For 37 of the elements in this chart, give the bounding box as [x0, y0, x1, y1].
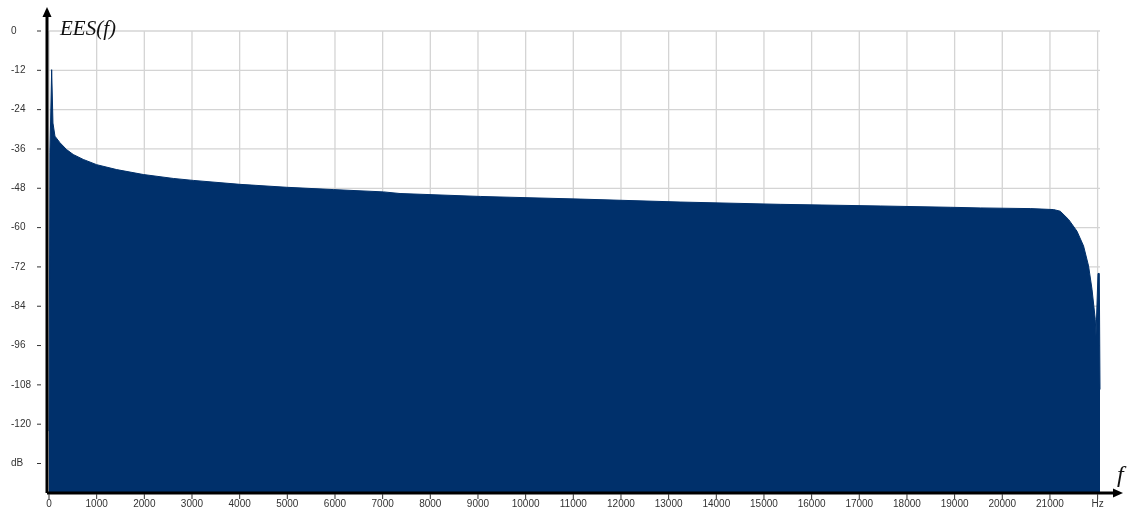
x-tick-label: 9000: [466, 497, 490, 509]
y-tick-label: -60: [11, 221, 26, 233]
x-tick-label: 4000: [228, 497, 252, 509]
x-tick-label: 15000: [750, 497, 779, 509]
x-tick-label: 2000: [133, 497, 156, 509]
y-tick-label: -24: [11, 103, 26, 115]
y-tick-label: -72: [11, 260, 26, 272]
x-tick-label: 17000: [845, 497, 874, 509]
y-tick-label: dB: [11, 457, 24, 469]
x-tick-label: 10000: [511, 497, 540, 509]
x-tick-label: 14000: [702, 497, 731, 509]
x-tick-label: 6000: [323, 497, 347, 509]
y-tick-label: -120: [11, 417, 32, 429]
x-tick-label: 18000: [893, 497, 922, 509]
x-tick-label: 11000: [559, 497, 588, 509]
y-axis-title: EES(f): [59, 16, 116, 40]
x-tick-label: 13000: [654, 497, 683, 509]
y-tick-label: -96: [11, 339, 26, 351]
y-tick-label: -48: [11, 181, 26, 193]
x-tick-label: 3000: [180, 497, 204, 509]
x-tick-label: 1000: [85, 497, 109, 509]
y-tick-label: 0: [11, 24, 17, 36]
x-tick-label: 8000: [419, 497, 442, 509]
x-axis-title: f: [1117, 461, 1127, 487]
x-tick-label: 19000: [940, 497, 969, 509]
x-tick-label: Hz: [1091, 497, 1104, 509]
y-tick-label: -36: [11, 142, 26, 154]
x-tick-label: 0: [46, 497, 53, 509]
x-tick-label: 5000: [276, 497, 299, 509]
x-tick-label: 7000: [371, 497, 395, 509]
x-tick-label: 20000: [988, 497, 1017, 509]
x-tick-label: 12000: [607, 497, 636, 509]
x-tick-label: 16000: [797, 497, 826, 509]
y-tick-label: -108: [11, 378, 32, 390]
y-tick-label: -84: [11, 299, 26, 311]
y-tick-label: -12: [11, 63, 26, 75]
x-tick-label: 21000: [1036, 497, 1065, 509]
